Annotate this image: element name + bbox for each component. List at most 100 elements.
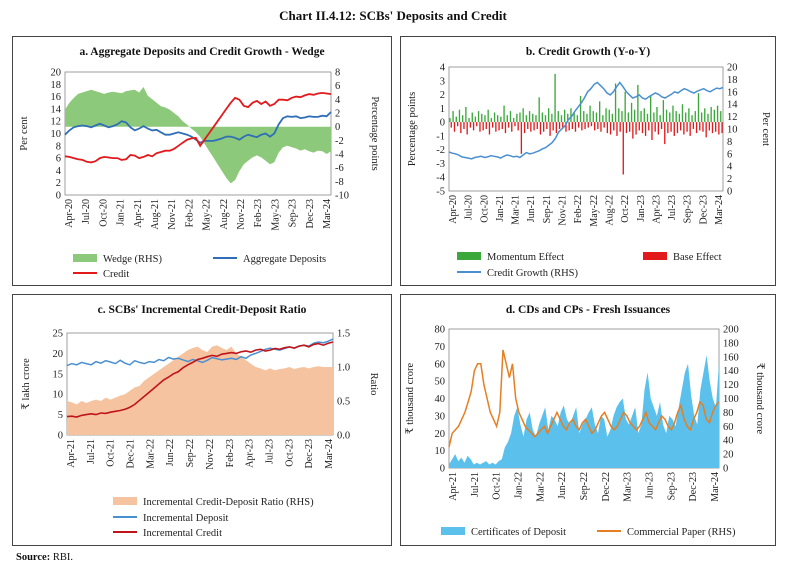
b-momentum-bar bbox=[701, 112, 703, 123]
b-momentum-bar bbox=[710, 107, 712, 123]
b-xtick-label: Jul-23 bbox=[667, 195, 678, 220]
d-ytick-label: 30 bbox=[435, 411, 446, 422]
b-plot-frame bbox=[448, 66, 724, 192]
b-base-bar bbox=[479, 122, 481, 132]
b-base-bar bbox=[664, 122, 666, 145]
b-xtick-label: Oct-22 bbox=[620, 195, 631, 223]
d-ylabel: ₹ thousand crore bbox=[405, 362, 416, 434]
source-note: Source: RBI. bbox=[16, 552, 73, 563]
panel-d: d. CDs and CPs - Fresh Issuances 0 10 20 30… bbox=[400, 294, 776, 546]
b-base-bar bbox=[450, 122, 452, 128]
panel-b-title: b. Credit Growth (Y-o-Y) bbox=[525, 46, 651, 58]
b-base-bar bbox=[670, 122, 672, 132]
d-xtick-label: Dec-22 bbox=[601, 472, 612, 501]
chart-d-svg: 0 10 20 30 40 50 60 70 80 0 20 40 60 80 100 120 140 160 18… bbox=[405, 325, 765, 539]
b-momentum-bar bbox=[697, 93, 700, 123]
b-momentum-bar bbox=[560, 115, 563, 123]
b-y2tick-label: 12 bbox=[727, 112, 738, 123]
d-y2tick-label: 20 bbox=[723, 450, 734, 461]
d-xtick-label: Oct-21 bbox=[492, 472, 503, 500]
b-base-bar bbox=[660, 122, 663, 129]
c-xtick-label: Feb-23 bbox=[225, 439, 236, 467]
a-y2tick-label: -8 bbox=[335, 177, 344, 188]
b-momentum-bar bbox=[528, 111, 531, 123]
b-momentum-bar bbox=[586, 113, 588, 123]
b-momentum-bar bbox=[624, 91, 626, 123]
b-momentum-bar bbox=[525, 115, 528, 123]
b-base-bar bbox=[609, 122, 612, 135]
b-momentum-bar bbox=[678, 113, 681, 123]
d-y2tick-label: 180 bbox=[723, 338, 739, 349]
b-base-bar bbox=[600, 122, 602, 132]
b-base-bar bbox=[549, 122, 551, 136]
b-momentum-bar bbox=[471, 112, 473, 123]
a-ytick-label: 8 bbox=[56, 141, 61, 152]
d-ytick-label: 20 bbox=[435, 429, 446, 440]
b-base-bar bbox=[463, 122, 465, 129]
b-momentum-bar bbox=[675, 111, 677, 123]
b-base-bar bbox=[565, 122, 567, 132]
b-xtick-label: Jun-21 bbox=[526, 195, 537, 222]
b-momentum-bar bbox=[532, 113, 534, 123]
b-momentum-bar bbox=[672, 105, 674, 123]
b-xtick-label: Jan-21 bbox=[495, 195, 506, 222]
b-base-bar bbox=[613, 122, 615, 131]
d-y2tick-label: 100 bbox=[723, 394, 739, 405]
b-base-bar bbox=[476, 122, 478, 127]
c-ytick-label: 0 bbox=[58, 431, 63, 442]
b-momentum-bar bbox=[627, 112, 630, 123]
b-momentum-bar bbox=[637, 84, 639, 123]
a-y2tick-label: 4 bbox=[335, 95, 341, 106]
b-momentum-bar bbox=[643, 108, 645, 123]
b-xtick-label: Sep-21 bbox=[542, 195, 553, 223]
b-y2tick-label: 20 bbox=[727, 63, 738, 74]
b-base-bar bbox=[469, 122, 472, 128]
b-base-bar bbox=[488, 122, 491, 135]
b-base-bar bbox=[711, 122, 714, 134]
d-xtick-label: Apr-21 bbox=[448, 472, 459, 501]
b-base-bar bbox=[590, 122, 593, 127]
d-legend-label: Commercial Paper (RHS) bbox=[627, 527, 736, 538]
b-legend-label: Momentum Effect bbox=[487, 252, 564, 263]
a-xtick-label: Feb-23 bbox=[253, 199, 264, 227]
a-ytick-label: 4 bbox=[56, 166, 62, 177]
a-xtick-label: Sep-23 bbox=[288, 199, 299, 227]
b-y2tick-label: 6 bbox=[727, 149, 732, 160]
c-xtick-label: Dec-21 bbox=[126, 439, 137, 468]
b-ytick-label: -5 bbox=[436, 187, 445, 198]
b-base-bar bbox=[517, 122, 519, 131]
b-base-bar bbox=[597, 122, 599, 129]
b-base-bar bbox=[619, 122, 621, 132]
b-momentum-bar bbox=[455, 116, 457, 123]
b-xtick-label: Nov-21 bbox=[558, 195, 569, 226]
c-xtick-label: Sep-22 bbox=[185, 439, 196, 467]
c-xtick-label: Oct-23 bbox=[284, 439, 295, 467]
b-base-bar bbox=[530, 122, 532, 132]
b-momentum-bar bbox=[522, 108, 524, 123]
b-momentum-bar bbox=[589, 105, 591, 123]
b-base-bar bbox=[692, 122, 695, 129]
b-momentum-bar bbox=[503, 105, 505, 123]
b-base-bar bbox=[552, 122, 554, 131]
panel-b: b. Credit Growth (Y-o-Y) -5 -4 -3 -2 -1 0 1 2 3 4… bbox=[400, 36, 776, 286]
b-momentum-bar bbox=[554, 73, 556, 123]
a-ytick-label: 10 bbox=[51, 129, 62, 140]
b-momentum-bar bbox=[570, 108, 572, 123]
b-base-bar bbox=[571, 122, 574, 129]
b-momentum-bar bbox=[681, 104, 684, 123]
b-momentum-bar bbox=[634, 109, 636, 123]
c-xtick-label: Apr-21 bbox=[66, 439, 77, 468]
source-label: Source: bbox=[16, 552, 51, 563]
b-momentum-bar bbox=[576, 115, 579, 123]
b-momentum-bar bbox=[713, 109, 716, 123]
b-base-bar bbox=[587, 122, 589, 128]
b-momentum-bar bbox=[567, 113, 569, 123]
d-y2tick-label: 200 bbox=[723, 325, 739, 336]
b-momentum-bar bbox=[493, 112, 496, 123]
source-text: RBI. bbox=[52, 552, 73, 563]
b-momentum-bar bbox=[646, 113, 649, 123]
b-momentum-bar bbox=[551, 113, 553, 123]
d-cd-area bbox=[449, 355, 719, 468]
b-base-bar bbox=[511, 122, 513, 132]
b-base-bar bbox=[683, 122, 685, 135]
